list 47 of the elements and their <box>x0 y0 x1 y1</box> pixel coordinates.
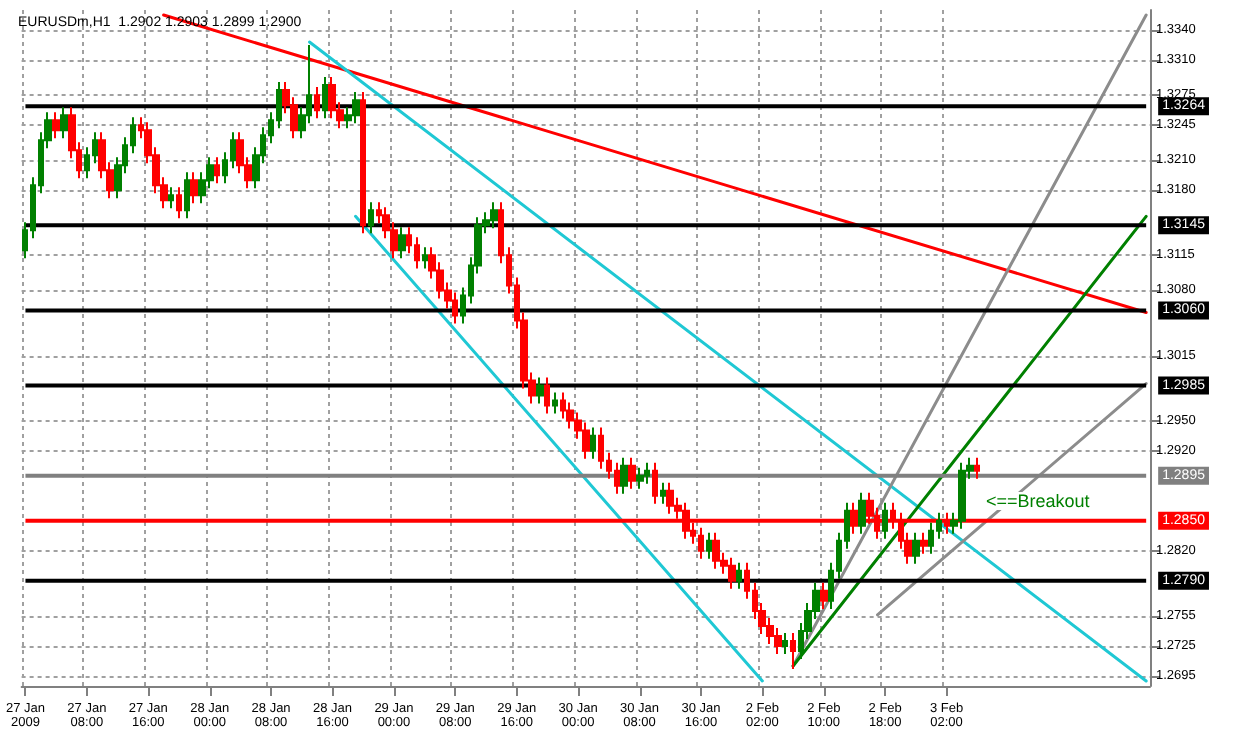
candlestick <box>666 481 674 515</box>
candlestick <box>368 201 374 235</box>
candlestick <box>652 461 658 505</box>
candlestick <box>636 466 644 490</box>
candlestick <box>728 556 736 590</box>
candlestick <box>698 526 704 560</box>
candlestick <box>52 111 60 140</box>
candlestick <box>958 461 966 530</box>
candlestick <box>190 171 198 205</box>
candlestick <box>858 491 866 535</box>
candlestick <box>712 531 720 570</box>
candlestick <box>490 201 498 230</box>
candlestick <box>620 456 628 495</box>
candlestick <box>736 561 742 590</box>
annotation: <==Breakout <box>986 491 1091 511</box>
candlestick <box>398 226 406 260</box>
candlestick <box>920 531 928 555</box>
candlestick <box>544 376 550 415</box>
candlestick <box>352 91 360 125</box>
candlestick <box>790 631 796 670</box>
candlestick <box>314 86 320 120</box>
candlestick <box>614 461 620 495</box>
candlestick <box>660 481 666 505</box>
candlestick <box>360 91 366 235</box>
candlestick <box>928 521 934 555</box>
candlestick <box>974 456 980 480</box>
candlestick <box>820 581 828 610</box>
candlestick <box>850 501 858 535</box>
candlestick <box>536 376 544 405</box>
candlestick <box>552 391 558 415</box>
candlestick <box>168 186 174 210</box>
candlestick <box>214 156 220 185</box>
candlestick <box>328 76 336 120</box>
candlestick <box>590 426 596 460</box>
candlestick <box>782 631 788 655</box>
candlestick <box>184 171 190 220</box>
candlestick <box>774 626 782 655</box>
candlestick <box>176 186 182 220</box>
candlestick <box>628 456 636 490</box>
candlestick <box>882 501 888 540</box>
candlestick <box>322 76 328 120</box>
candlestick <box>60 106 68 140</box>
candlestick <box>912 531 920 565</box>
candlestick <box>644 461 650 485</box>
candlestick <box>582 421 590 460</box>
candlestick <box>706 531 712 560</box>
candlestick <box>422 246 428 270</box>
